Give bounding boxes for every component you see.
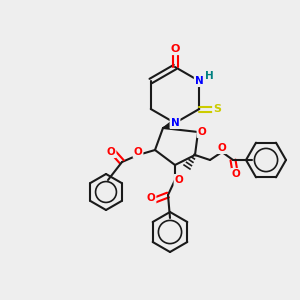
Text: O: O (218, 143, 226, 153)
Text: O: O (198, 127, 206, 137)
Text: S: S (213, 104, 221, 114)
Text: N: N (171, 118, 179, 128)
Text: O: O (232, 169, 240, 179)
Text: H: H (205, 71, 214, 81)
Text: O: O (134, 147, 142, 157)
Text: O: O (170, 44, 180, 54)
Text: N: N (195, 76, 204, 86)
Polygon shape (163, 120, 176, 128)
Text: O: O (147, 193, 155, 203)
Text: O: O (106, 147, 116, 157)
Text: O: O (175, 175, 183, 185)
